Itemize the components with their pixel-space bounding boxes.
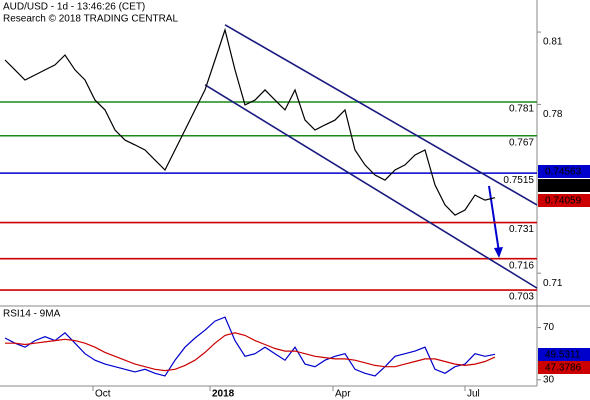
chart-subtitle: Research © 2018 TRADING CENTRAL — [3, 14, 178, 25]
y-tick-label: 0.81 — [543, 37, 563, 48]
y-tick-label: 0.71 — [543, 278, 563, 289]
last-value-box — [538, 179, 590, 192]
series-line — [5, 332, 496, 372]
last-value-label: 0.74059 — [545, 196, 582, 207]
last-value-box — [538, 165, 590, 178]
last-value-label: 47.3786 — [545, 363, 582, 374]
level-label: 0.767 — [509, 137, 534, 148]
series-line — [4, 27, 496, 216]
y-tick-label: 30 — [543, 374, 555, 385]
last-value-label: 0.74563 — [545, 167, 582, 178]
y-tick-label: 0.78 — [543, 109, 563, 120]
series-line — [4, 316, 496, 377]
level-label: 0.703 — [509, 292, 534, 303]
trend-arrow-head — [494, 247, 503, 258]
x-tick-label: Jul — [467, 389, 480, 400]
level-label: 0.7515 — [503, 175, 534, 186]
y-tick-label: 70 — [543, 322, 555, 333]
level-label: 0.731 — [509, 224, 534, 235]
level-label: 0.781 — [509, 104, 534, 115]
chart-title: AUD/USD - 1d - 13:46:26 (CET) — [3, 2, 145, 13]
level-label: 0.716 — [509, 260, 534, 271]
x-tick-label: 2018 — [212, 389, 235, 400]
last-value-label: 0.74125 — [545, 181, 582, 192]
x-tick-label: Oct — [95, 389, 111, 400]
last-value-box — [538, 194, 590, 207]
last-value-box — [538, 348, 590, 361]
channel-line — [204, 84, 538, 289]
trend-arrow — [488, 185, 500, 253]
rsi-title: RSI14 - 9MA — [3, 309, 61, 320]
x-tick-label: Apr — [335, 389, 351, 400]
channel-line — [224, 24, 538, 206]
last-value-label: 49.5311 — [545, 350, 581, 361]
last-value-box — [538, 361, 590, 374]
